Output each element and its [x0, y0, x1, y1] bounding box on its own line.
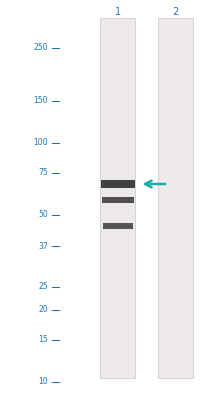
Text: 25: 25 [38, 282, 48, 291]
Text: 100: 100 [33, 138, 48, 147]
Text: 1: 1 [114, 7, 120, 17]
Text: 250: 250 [33, 43, 48, 52]
Text: 150: 150 [33, 96, 48, 105]
Bar [100, 18, 135, 378]
Text: 37: 37 [38, 242, 48, 250]
Text: 15: 15 [38, 335, 48, 344]
Text: 2: 2 [171, 7, 177, 17]
Bar [157, 18, 192, 378]
Bar [103, 223, 132, 229]
Text: 50: 50 [38, 210, 48, 219]
Text: 20: 20 [38, 306, 48, 314]
Bar [101, 197, 133, 203]
Text: 10: 10 [38, 378, 48, 386]
Text: 75: 75 [38, 168, 48, 177]
Bar [100, 180, 134, 188]
